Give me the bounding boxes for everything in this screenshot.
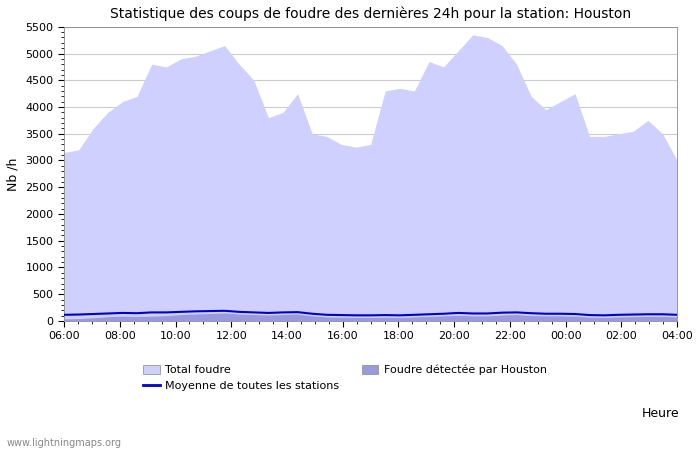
Text: Heure: Heure [641, 407, 679, 420]
Y-axis label: Nb /h: Nb /h [7, 157, 20, 190]
Title: Statistique des coups de foudre des dernières 24h pour la station: Houston: Statistique des coups de foudre des dern… [110, 7, 631, 22]
Text: www.lightningmaps.org: www.lightningmaps.org [7, 438, 122, 448]
Legend: Total foudre, Moyenne de toutes les stations, Foudre détectée par Houston: Total foudre, Moyenne de toutes les stat… [144, 365, 547, 391]
